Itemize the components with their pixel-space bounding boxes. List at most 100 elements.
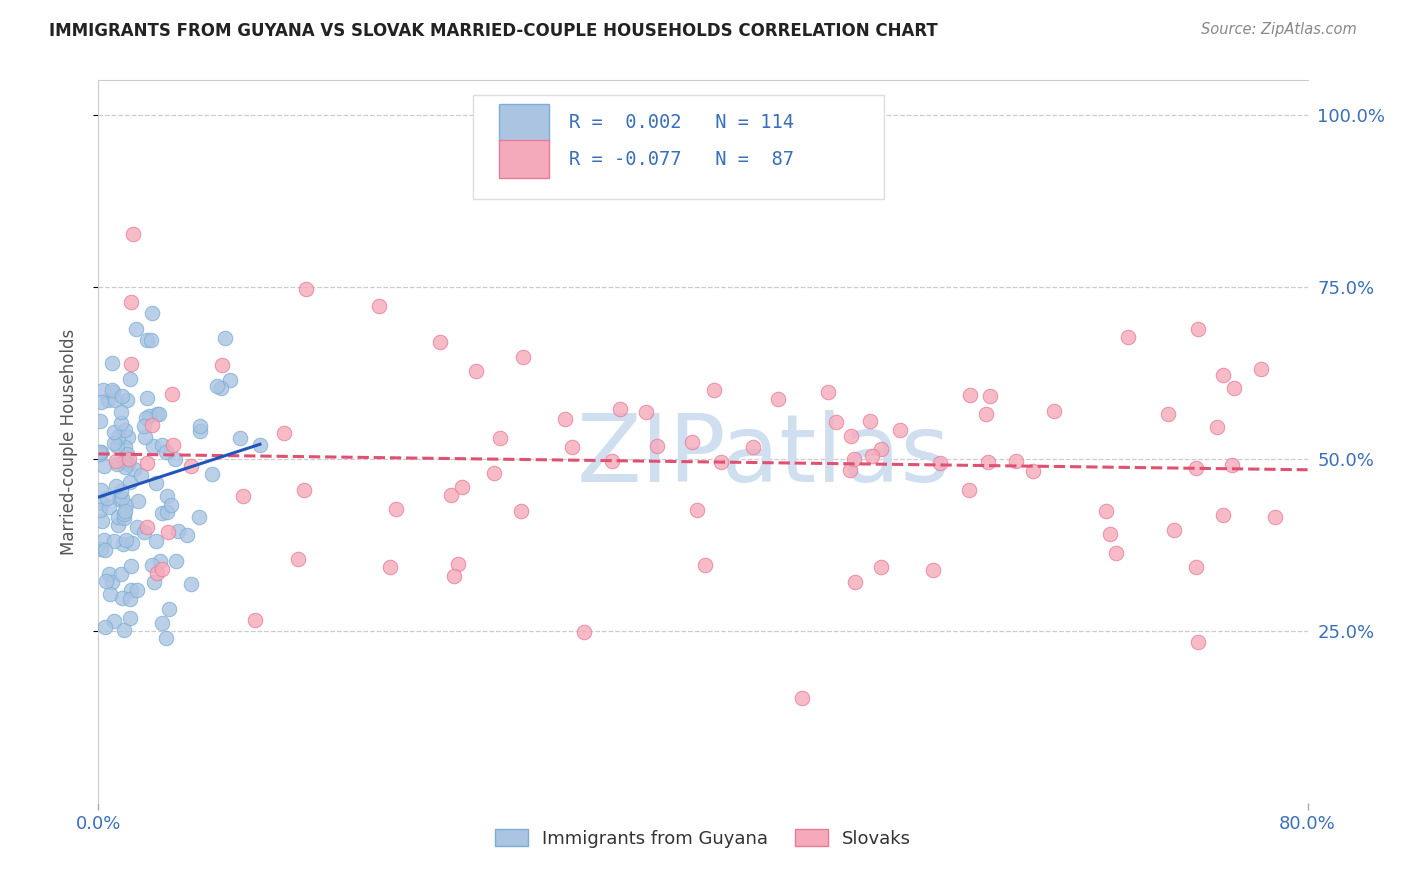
Point [180, 459, 202, 474]
Point [118, 451, 141, 466]
Point [188, 418, 211, 433]
Point [157, 602, 180, 616]
Point [114, 504, 136, 518]
Point [1212, 368, 1234, 383]
Point [110, 405, 132, 419]
Point [440, 488, 463, 502]
Point [115, 446, 138, 460]
Point [645, 438, 668, 452]
Point [104, 392, 127, 407]
Point [132, 418, 155, 433]
Point [160, 386, 183, 401]
Point [600, 454, 623, 468]
Point [127, 582, 149, 597]
Point [209, 381, 232, 395]
Point [817, 384, 839, 399]
Point [165, 554, 187, 568]
Text: IMMIGRANTS FROM GUYANA VS SLOVAK MARRIED-COUPLE HOUSEHOLDS CORRELATION CHART: IMMIGRANTS FROM GUYANA VS SLOVAK MARRIED… [49, 22, 938, 40]
Point [1185, 560, 1208, 574]
Point [1095, 503, 1118, 517]
Point [1099, 527, 1122, 541]
Point [93, 543, 115, 558]
Point [1185, 461, 1208, 475]
Legend: Immigrants from Guyana, Slovaks: Immigrants from Guyana, Slovaks [488, 822, 918, 855]
Point [869, 442, 891, 456]
Point [118, 611, 141, 625]
Point [89, 414, 111, 428]
Point [1116, 330, 1139, 344]
Point [156, 525, 179, 540]
Point [249, 438, 271, 452]
Point [114, 454, 136, 468]
Point [150, 438, 173, 452]
Point [105, 439, 128, 453]
Point [145, 566, 167, 580]
Point [1187, 634, 1209, 648]
Point [103, 425, 125, 439]
Point [1005, 454, 1028, 468]
Point [1212, 508, 1234, 523]
Point [96, 491, 118, 505]
Point [870, 560, 893, 574]
Point [104, 454, 127, 468]
Point [232, 489, 254, 503]
Point [142, 439, 165, 453]
Point [152, 562, 174, 576]
Point [132, 525, 155, 540]
Point [838, 463, 860, 477]
Point [959, 388, 981, 402]
Point [155, 632, 177, 646]
Point [136, 520, 159, 534]
Point [146, 407, 169, 421]
Point [554, 412, 576, 426]
Point [114, 423, 136, 437]
Point [90, 483, 112, 497]
Point [1163, 523, 1185, 537]
Point [152, 506, 174, 520]
Point [384, 502, 406, 516]
Point [1104, 546, 1126, 560]
Point [860, 450, 883, 464]
Point [180, 577, 202, 591]
Point [141, 305, 163, 319]
Point [101, 384, 124, 398]
Point [443, 569, 465, 583]
Point [292, 483, 315, 497]
Point [110, 484, 132, 499]
Point [1250, 361, 1272, 376]
Point [205, 379, 228, 393]
Point [1157, 407, 1180, 421]
Text: ZIPatlas: ZIPatlas [576, 410, 950, 502]
Point [139, 333, 162, 347]
Point [138, 409, 160, 423]
Point [188, 424, 211, 438]
Point [114, 440, 136, 454]
Point [741, 440, 763, 454]
Point [187, 509, 209, 524]
Point [509, 504, 531, 518]
Point [93, 458, 115, 473]
Point [90, 496, 112, 510]
Point [824, 416, 846, 430]
Text: Source: ZipAtlas.com: Source: ZipAtlas.com [1201, 22, 1357, 37]
Point [112, 507, 135, 521]
Point [107, 430, 129, 444]
Point [127, 494, 149, 508]
Point [98, 500, 121, 514]
FancyBboxPatch shape [499, 104, 550, 142]
Point [112, 511, 135, 525]
Point [129, 467, 152, 482]
Point [111, 591, 134, 605]
Point [114, 459, 136, 474]
Point [974, 407, 997, 421]
Point [103, 614, 125, 628]
Point [120, 558, 142, 573]
Point [125, 322, 148, 336]
Point [148, 407, 170, 421]
Point [710, 455, 733, 469]
Point [681, 435, 703, 450]
Point [118, 475, 141, 489]
Point [695, 558, 717, 573]
Point [844, 574, 866, 589]
Point [979, 388, 1001, 402]
